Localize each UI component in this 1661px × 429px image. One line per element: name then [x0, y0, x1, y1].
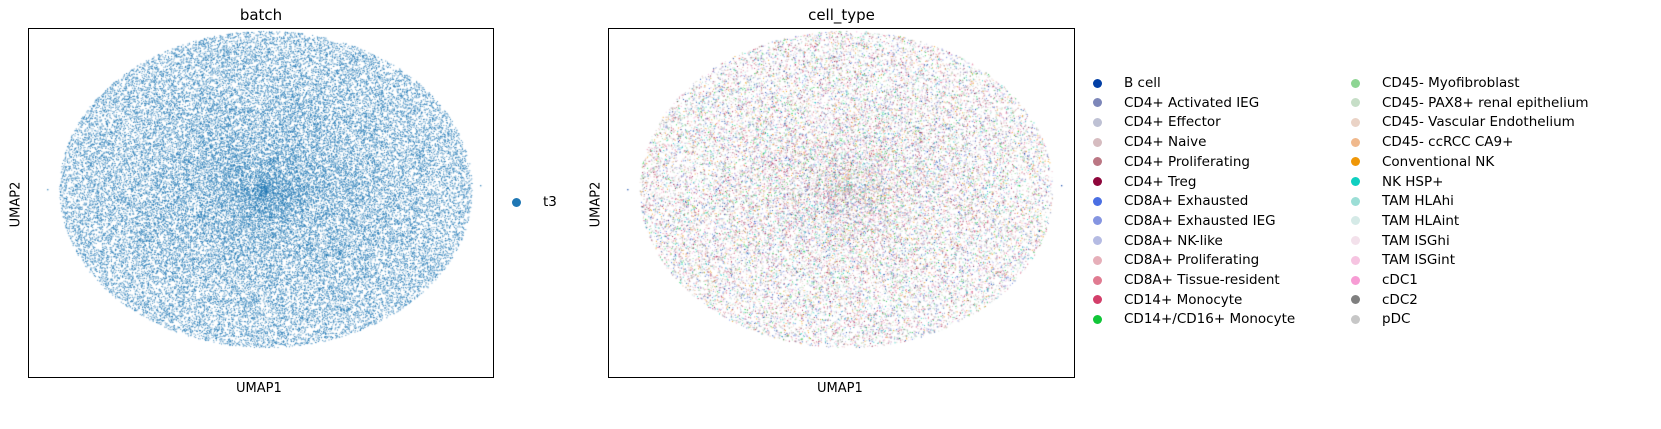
legend-marker	[1093, 216, 1102, 226]
legend-label: TAM HLAhi	[1382, 193, 1454, 210]
cell-type-x-axis-label: UMAP1	[817, 381, 863, 396]
legend-marker	[1351, 117, 1360, 127]
cell-type-point-cloud	[609, 29, 1074, 377]
legend-marker	[1093, 98, 1102, 108]
legend-marker	[1093, 275, 1102, 285]
legend-label: CD4+ Effector	[1124, 114, 1221, 131]
legend-label: cDC1	[1382, 272, 1418, 288]
batch-plot-title: batch	[239, 6, 283, 24]
legend-marker	[1093, 255, 1102, 265]
legend-marker	[1093, 236, 1102, 246]
cell-type-scatter-plot	[608, 28, 1075, 378]
legend-marker	[1093, 196, 1102, 206]
legend-label: CD8A+ Exhausted	[1124, 193, 1249, 210]
cell-type-y-axis-label: UMAP2	[588, 181, 604, 228]
legend-marker	[1351, 216, 1360, 226]
legend-label: CD8A+ Tissue-resident	[1124, 272, 1280, 288]
legend-marker	[1093, 117, 1102, 127]
legend-label: NK HSP+	[1382, 173, 1444, 190]
batch-legend: t3	[512, 192, 592, 216]
legend-marker	[1093, 177, 1102, 186]
legend-marker	[1351, 314, 1360, 324]
legend-label: cDC2	[1382, 291, 1418, 308]
legend-label: CD4+ Treg	[1124, 173, 1197, 190]
legend-marker	[1093, 314, 1102, 324]
legend-label: Conventional NK	[1382, 153, 1495, 170]
legend-marker	[1351, 98, 1360, 108]
legend-marker	[1093, 157, 1102, 167]
batch-scatter-plot	[28, 28, 494, 378]
legend-label: CD45- Vascular Endothelium	[1382, 114, 1575, 131]
legend-marker	[1351, 255, 1360, 265]
legend-marker	[1351, 177, 1360, 186]
legend-label: TAM ISGhi	[1382, 232, 1450, 249]
legend-marker	[1351, 236, 1360, 246]
legend-marker	[1093, 137, 1102, 147]
batch-y-axis-label: UMAP2	[8, 181, 24, 228]
legend-label: CD45- ccRCC CA9+	[1382, 134, 1514, 151]
legend-marker	[1093, 295, 1102, 305]
legend-label: CD8A+ NK-like	[1124, 232, 1223, 249]
legend-label: TAM ISGint	[1382, 252, 1455, 269]
legend-marker	[512, 197, 521, 207]
legend-label: CD45- PAX8+ renal epithelium	[1382, 94, 1589, 111]
legend-marker	[1351, 137, 1360, 147]
legend-marker	[1351, 157, 1360, 167]
legend-label: CD4+ Naive	[1124, 134, 1207, 151]
legend-label: CD4+ Activated IEG	[1124, 94, 1260, 111]
legend-label: CD45- Myofibroblast	[1382, 75, 1520, 91]
legend-label: pDC	[1382, 311, 1411, 328]
legend-label: t3	[543, 194, 557, 210]
cell-type-legend: B cell CD4+ Activated IEG CD4+ Effector CD4…	[1093, 73, 1653, 338]
batch-x-axis-label: UMAP1	[236, 381, 282, 396]
legend-label: B cell	[1124, 75, 1161, 91]
legend-label: CD4+ Proliferating	[1124, 153, 1250, 170]
legend-label: CD8A+ Proliferating	[1124, 252, 1260, 269]
legend-label: CD14+/CD16+ Monocyte	[1124, 311, 1296, 328]
legend-label: TAM HLAint	[1382, 212, 1460, 229]
batch-point-cloud	[29, 29, 493, 377]
legend-marker	[1351, 78, 1360, 88]
legend-marker	[1093, 78, 1102, 88]
legend-marker	[1351, 295, 1360, 305]
legend-label: CD14+ Monocyte	[1124, 291, 1243, 308]
cell-type-plot-title: cell_type	[808, 6, 875, 24]
legend-label: CD8A+ Exhausted IEG	[1124, 212, 1276, 229]
legend-marker	[1351, 275, 1360, 285]
legend-marker	[1351, 196, 1360, 206]
